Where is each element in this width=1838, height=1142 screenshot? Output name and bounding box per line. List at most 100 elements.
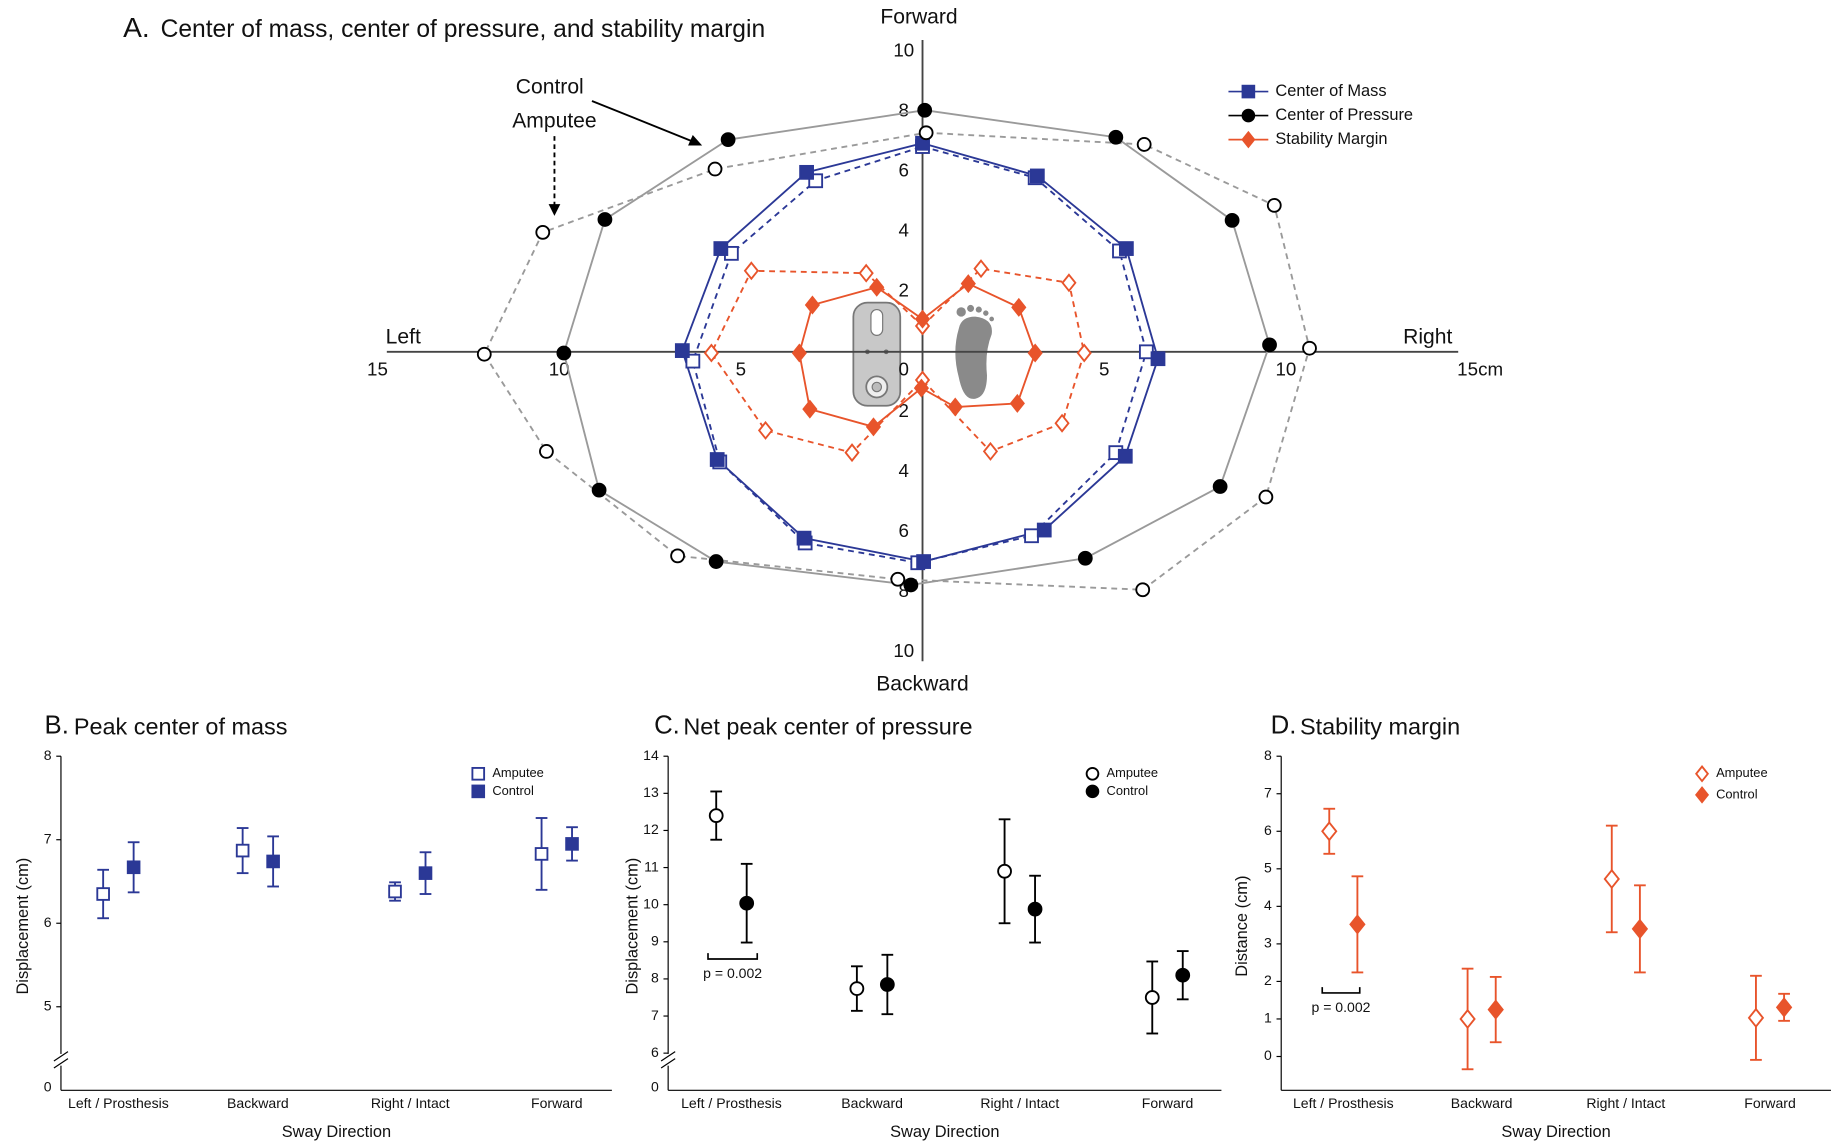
marker (708, 808, 724, 823)
marker (703, 343, 719, 363)
marker (799, 164, 814, 180)
marker (739, 895, 755, 911)
marker (1117, 448, 1133, 464)
axis-break (53, 1051, 69, 1062)
y-tick-label: 7 (44, 830, 52, 846)
marker (1144, 990, 1160, 1005)
marker (708, 554, 724, 569)
panel-letter: C. (654, 712, 680, 740)
x-tick-label: Forward (531, 1095, 583, 1111)
marker (1603, 868, 1620, 890)
marker (1224, 212, 1240, 228)
legend-label: Amputee (492, 765, 544, 780)
marker (1212, 479, 1228, 494)
legend-label: Center of Pressure (1275, 106, 1413, 124)
y-tick-label: 8 (44, 747, 52, 763)
x-tick-label: 15 (1457, 359, 1478, 380)
x-tick-label: 5 (1099, 359, 1109, 380)
y-tick-label: 0 (44, 1079, 52, 1095)
significance-bracket (1321, 987, 1361, 994)
y-tick-label: 10 (893, 40, 914, 61)
marker (1036, 522, 1052, 538)
x-tick-label: Right / Intact (980, 1095, 1059, 1111)
marker (1135, 582, 1151, 598)
y-tick-label: 1 (1264, 1010, 1272, 1026)
marker (535, 224, 551, 240)
legend-marker (471, 766, 486, 781)
marker (844, 443, 860, 463)
y-tick-label: 0 (1264, 1047, 1272, 1063)
marker (539, 444, 554, 459)
x-tick-label: 5 (736, 359, 746, 380)
marker (1118, 241, 1134, 256)
x-tick-label: Backward (841, 1095, 903, 1111)
marker (973, 259, 989, 279)
direction-label: Forward (880, 5, 957, 28)
legend-marker (1241, 130, 1256, 149)
y-tick-label: 10 (643, 895, 659, 911)
direction-label: Right (1403, 325, 1452, 348)
series-line (798, 282, 1037, 428)
annotation: Amputee (512, 110, 596, 133)
y-tick-label: 2 (899, 280, 909, 301)
y-tick-label: 8 (899, 580, 909, 601)
marker (869, 277, 885, 297)
x-axis-title: Sway Direction (1501, 1123, 1610, 1141)
legend-label: Control (492, 783, 534, 798)
marker (960, 274, 976, 294)
marker (476, 346, 492, 362)
marker (913, 378, 930, 398)
legend-marker (1085, 766, 1100, 781)
marker (418, 866, 433, 880)
marker (865, 417, 882, 437)
y-tick-label: 2 (1264, 972, 1272, 988)
significance-bracket (707, 953, 759, 960)
axis-break (660, 1051, 676, 1062)
marker (1027, 901, 1043, 917)
legend-marker (1695, 786, 1710, 804)
direction-label: Left (386, 325, 421, 348)
marker (707, 161, 723, 177)
legend-label: Center of Mass (1275, 82, 1386, 100)
marker (1077, 550, 1093, 566)
marker (709, 452, 725, 467)
y-tick-label: 2 (899, 400, 909, 421)
y-axis-title: Distance (cm) (1233, 876, 1251, 977)
y-tick-label: 7 (1264, 784, 1272, 800)
marker (1029, 168, 1045, 184)
chart-title: Center of mass, center of pressure, and … (161, 16, 766, 43)
x-tick-label: Forward (1744, 1095, 1796, 1111)
y-tick-label: 10 (893, 640, 914, 661)
x-tick-label: Left / Prosthesis (68, 1095, 169, 1111)
y-tick-label: 6 (899, 160, 909, 181)
y-tick-label: 8 (1264, 747, 1272, 763)
panel-letter: A. (123, 12, 150, 43)
marker (713, 241, 729, 256)
marker (1631, 918, 1649, 940)
annotation-arrows (548, 100, 703, 216)
marker (1054, 413, 1070, 433)
marker (757, 420, 774, 440)
x-unit: cm (1478, 359, 1503, 380)
marker (1321, 821, 1338, 842)
marker (670, 548, 685, 564)
marker (126, 860, 141, 875)
y-tick-label: 12 (643, 821, 659, 837)
marker (1266, 197, 1282, 213)
marker (591, 482, 607, 498)
marker (1302, 340, 1317, 356)
axis-break-gap (664, 1053, 672, 1066)
x-tick-label: Right / Intact (371, 1095, 450, 1111)
marker (879, 977, 895, 992)
legend-marker (471, 784, 486, 799)
marker (1747, 1007, 1765, 1029)
x-tick-label: 10 (1275, 359, 1296, 380)
marker (804, 295, 821, 315)
marker (1459, 1008, 1476, 1030)
chart-title: Peak center of mass (74, 713, 288, 739)
marker (858, 263, 874, 283)
marker (1258, 489, 1274, 505)
foot-icon (955, 304, 995, 399)
x-axis-title: Sway Direction (282, 1123, 391, 1141)
